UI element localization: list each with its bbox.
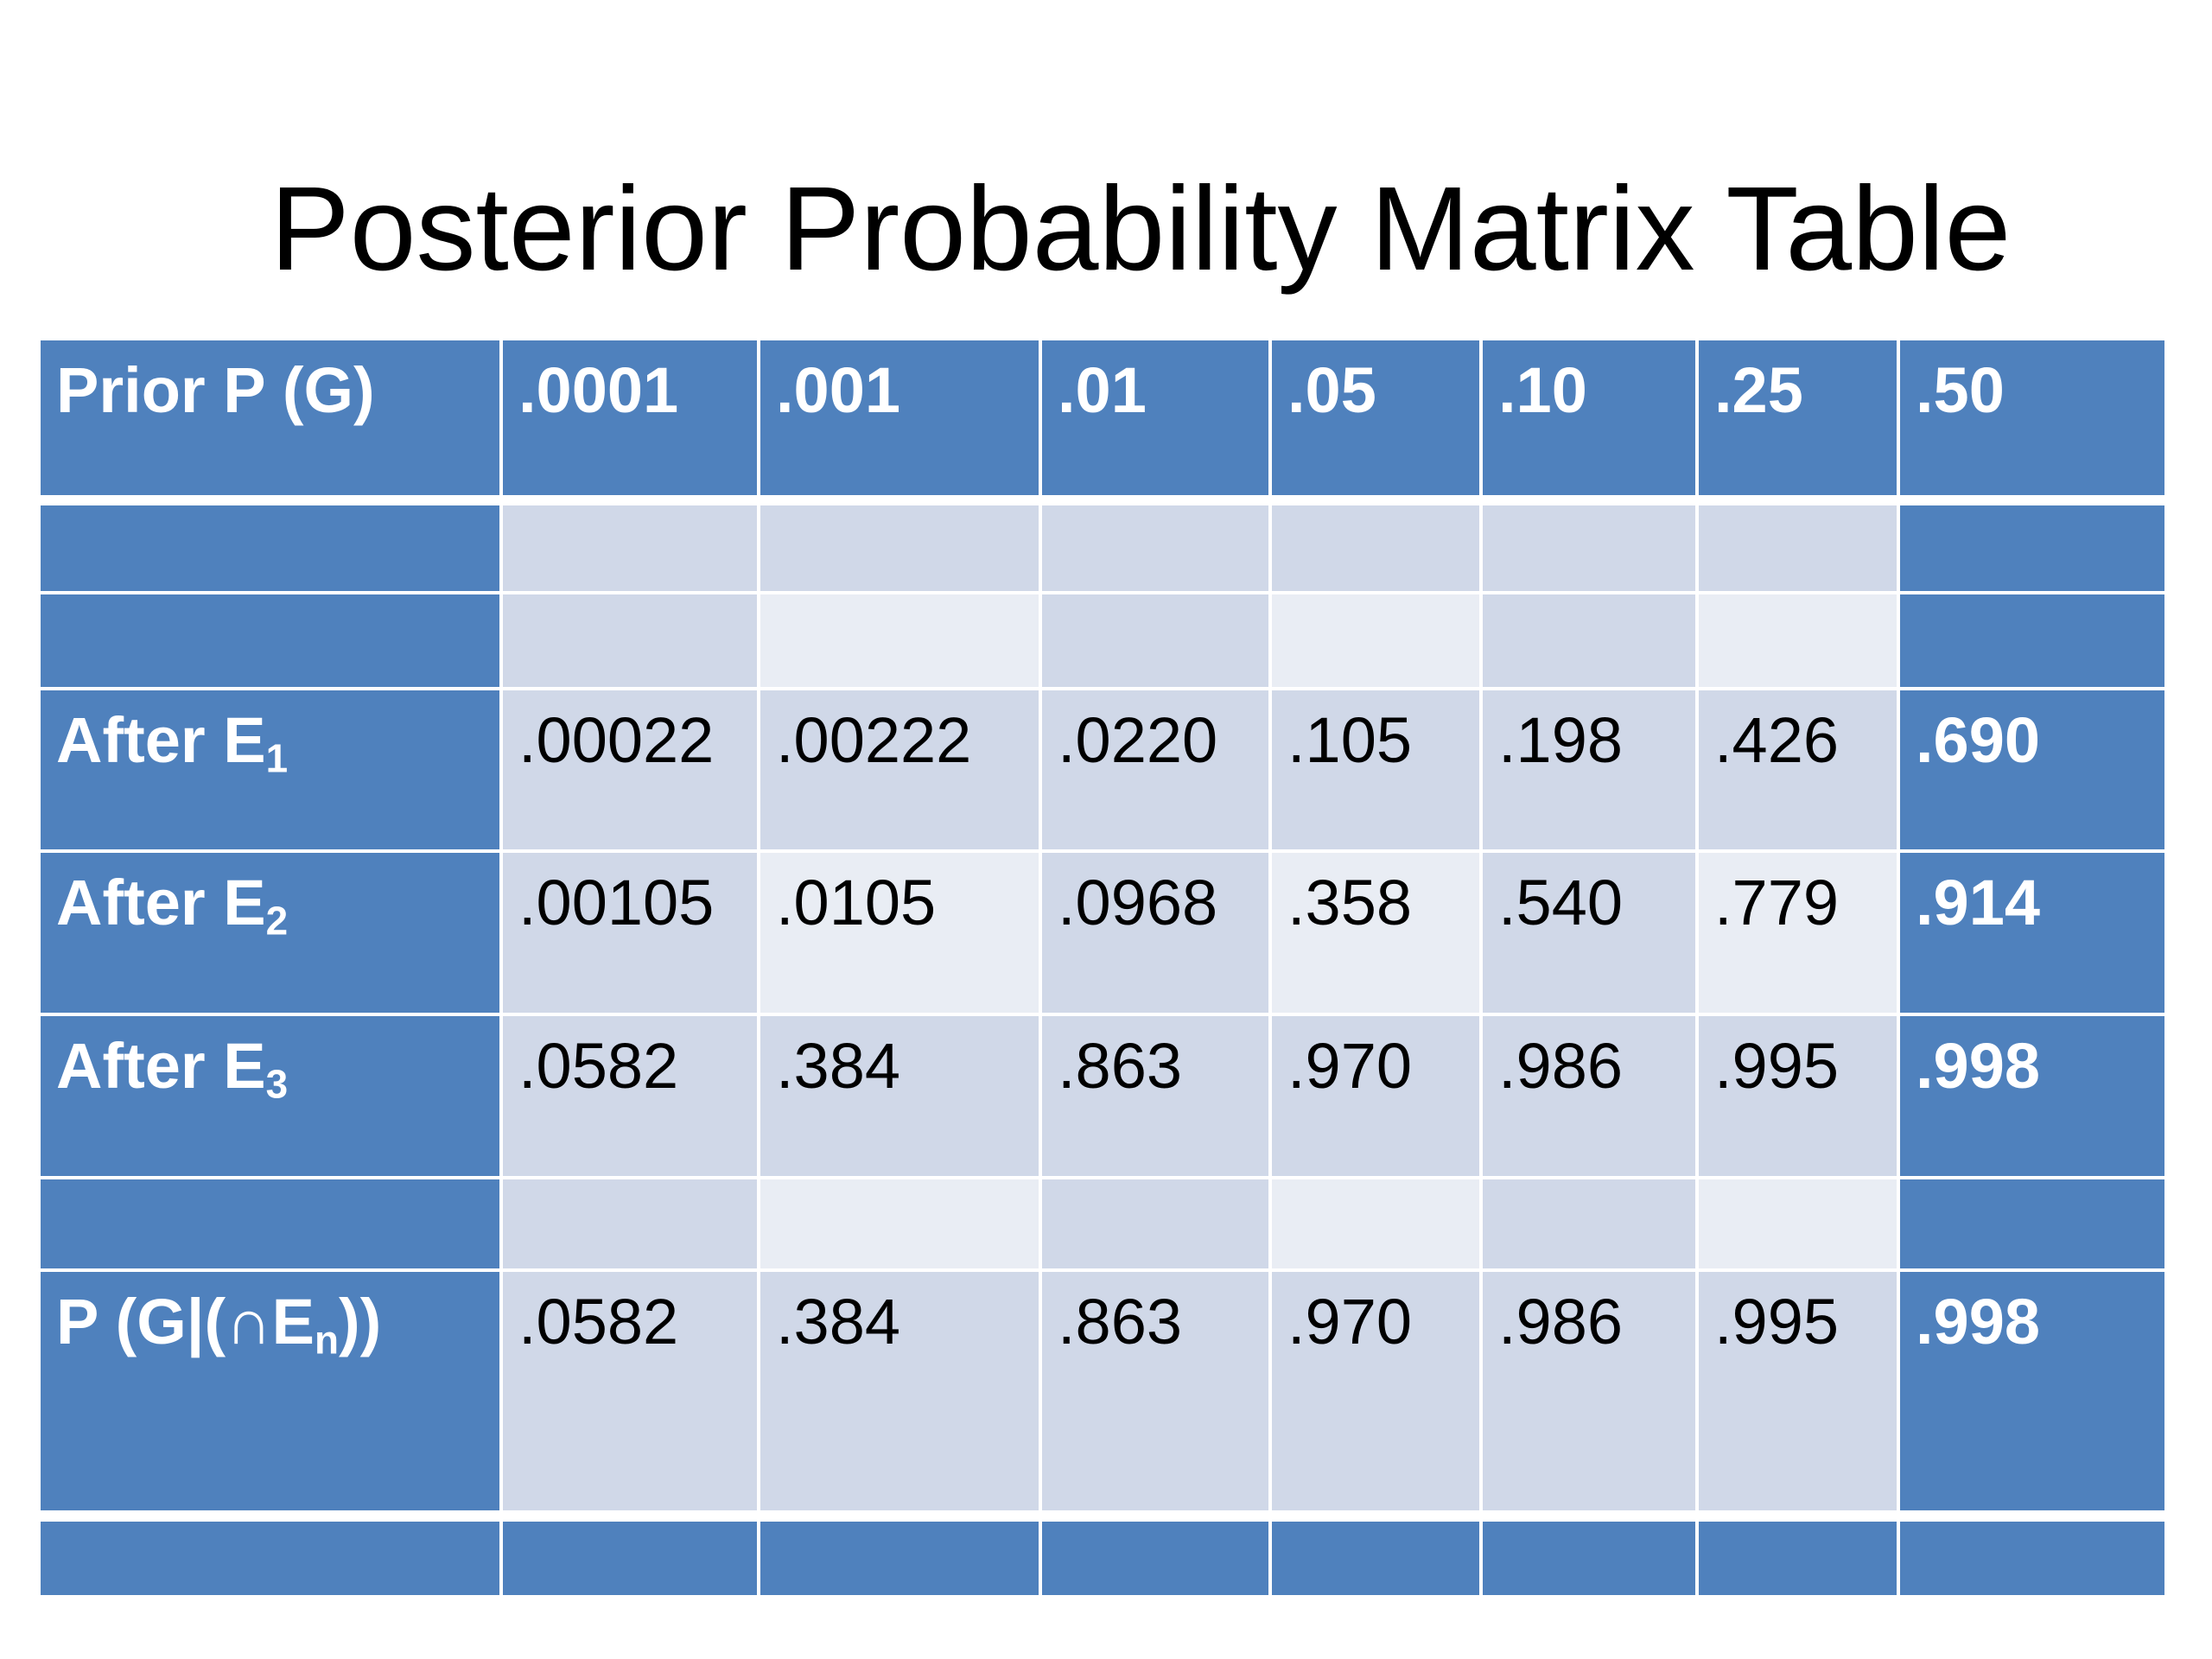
table-cell: After E2 (41, 853, 499, 1013)
table-cell: .00222 (760, 690, 1039, 849)
table-cell: .00105 (503, 853, 757, 1013)
table-cell (503, 1522, 757, 1595)
table-cell: .358 (1272, 853, 1479, 1013)
subscript: 1 (265, 735, 289, 781)
text: P (G|(∩E (56, 1286, 315, 1357)
header-cell: .25 (1699, 340, 1897, 495)
table-cell: .690 (1900, 690, 2164, 849)
table-cell (503, 1179, 757, 1268)
table-cell: .0105 (760, 853, 1039, 1013)
table-cell (760, 505, 1039, 591)
table-cell (1900, 505, 2164, 591)
table-cell (1483, 1522, 1695, 1595)
header-cell: .05 (1272, 340, 1479, 495)
subscript: 3 (265, 1061, 289, 1107)
table-cell (1483, 594, 1695, 687)
table-cell (1042, 1522, 1268, 1595)
table-cell: .863 (1042, 1016, 1268, 1176)
table-cell (1272, 594, 1479, 687)
table-cell (1900, 1179, 2164, 1268)
table-cell (503, 594, 757, 687)
table-cell: .779 (1699, 853, 1897, 1013)
table-cell: .105 (1272, 690, 1479, 849)
table-cell: .198 (1483, 690, 1695, 849)
table-cell (41, 505, 499, 591)
table-cell: .00022 (503, 690, 757, 849)
subscript: n (314, 1317, 339, 1363)
table-cell (1699, 594, 1897, 687)
table-cell: After E1 (41, 690, 499, 849)
slide-title: Posterior Probability Matrix Table (270, 162, 2012, 296)
table-cell (1483, 1179, 1695, 1268)
table-cell: .540 (1483, 853, 1695, 1013)
table-cell: .863 (1042, 1272, 1268, 1510)
table-cell (760, 1179, 1039, 1268)
table-cell: .998 (1900, 1272, 2164, 1510)
header-cell: Prior P (G) (41, 340, 499, 495)
table-cell (41, 1522, 499, 1595)
table-cell: .995 (1699, 1016, 1897, 1176)
table-cell (1042, 1179, 1268, 1268)
table-cell (41, 1179, 499, 1268)
table-cell (1699, 1179, 1897, 1268)
table-cell: .970 (1272, 1272, 1479, 1510)
table-cell: .998 (1900, 1016, 2164, 1176)
text: )) (338, 1286, 382, 1357)
table-cell (760, 1522, 1039, 1595)
table-cell (1699, 1522, 1897, 1595)
table-cell: .914 (1900, 853, 2164, 1013)
table-cell: P (G|(∩En)) (41, 1272, 499, 1510)
table-cell (1699, 505, 1897, 591)
text: After E (56, 1030, 266, 1102)
table-cell (1272, 1179, 1479, 1268)
header-cell: .0001 (503, 340, 757, 495)
table-cell: .0582 (503, 1016, 757, 1176)
table-cell: .0582 (503, 1272, 757, 1510)
text: After E (56, 867, 266, 938)
table-cell: .426 (1699, 690, 1897, 849)
table-cell (1042, 594, 1268, 687)
table-cell: .970 (1272, 1016, 1479, 1176)
table-cell: .0968 (1042, 853, 1268, 1013)
header-cell: .001 (760, 340, 1039, 495)
table-cell (1900, 1522, 2164, 1595)
table-cell: .995 (1699, 1272, 1897, 1510)
subscript: 2 (265, 898, 289, 944)
table-cell (1272, 505, 1479, 591)
table-cell: .384 (760, 1016, 1039, 1176)
table-cell: After E3 (41, 1016, 499, 1176)
table-cell (760, 594, 1039, 687)
table-cell (41, 594, 499, 687)
table-cell: .384 (760, 1272, 1039, 1510)
table-cell: .0220 (1042, 690, 1268, 849)
table-cell: .986 (1483, 1272, 1695, 1510)
table-cell (1042, 505, 1268, 591)
text: After E (56, 704, 266, 776)
table-cell (1900, 594, 2164, 687)
table-cell (503, 505, 757, 591)
header-cell: .01 (1042, 340, 1268, 495)
table-cell (1483, 505, 1695, 591)
table-cell (1272, 1522, 1479, 1595)
header-cell: .50 (1900, 340, 2164, 495)
table-cell: .986 (1483, 1016, 1695, 1176)
header-cell: .10 (1483, 340, 1695, 495)
